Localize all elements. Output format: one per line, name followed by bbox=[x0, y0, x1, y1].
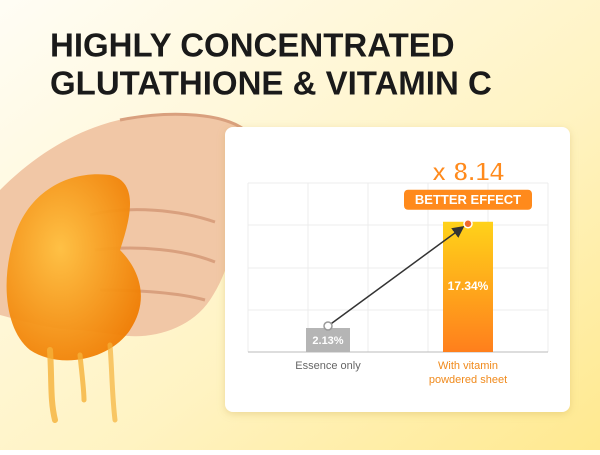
end-dot bbox=[463, 219, 473, 229]
bar bbox=[443, 221, 493, 352]
chart-card bbox=[225, 127, 570, 412]
headline: HIGHLY CONCENTRATED bbox=[50, 27, 455, 64]
trend-arrow bbox=[327, 225, 465, 327]
plot: 2.13% Essence only 17.34% With vitamin powde… bbox=[295, 156, 532, 386]
x-tick-label: With vitamin powdered sheet bbox=[429, 360, 507, 386]
badge bbox=[404, 189, 532, 210]
value-label: 2.13% bbox=[312, 335, 343, 347]
bar bbox=[306, 328, 350, 352]
multiplier: x 8.14 bbox=[432, 157, 505, 187]
start-dot bbox=[323, 321, 333, 331]
badge-text: BETTER EFFECT bbox=[415, 192, 521, 207]
value-label: 17.34% bbox=[448, 279, 489, 293]
hand-illustration bbox=[0, 112, 252, 423]
x-tick-label: Essence only bbox=[295, 360, 361, 372]
headline: GLUTATHIONE & VITAMIN C bbox=[50, 65, 492, 102]
